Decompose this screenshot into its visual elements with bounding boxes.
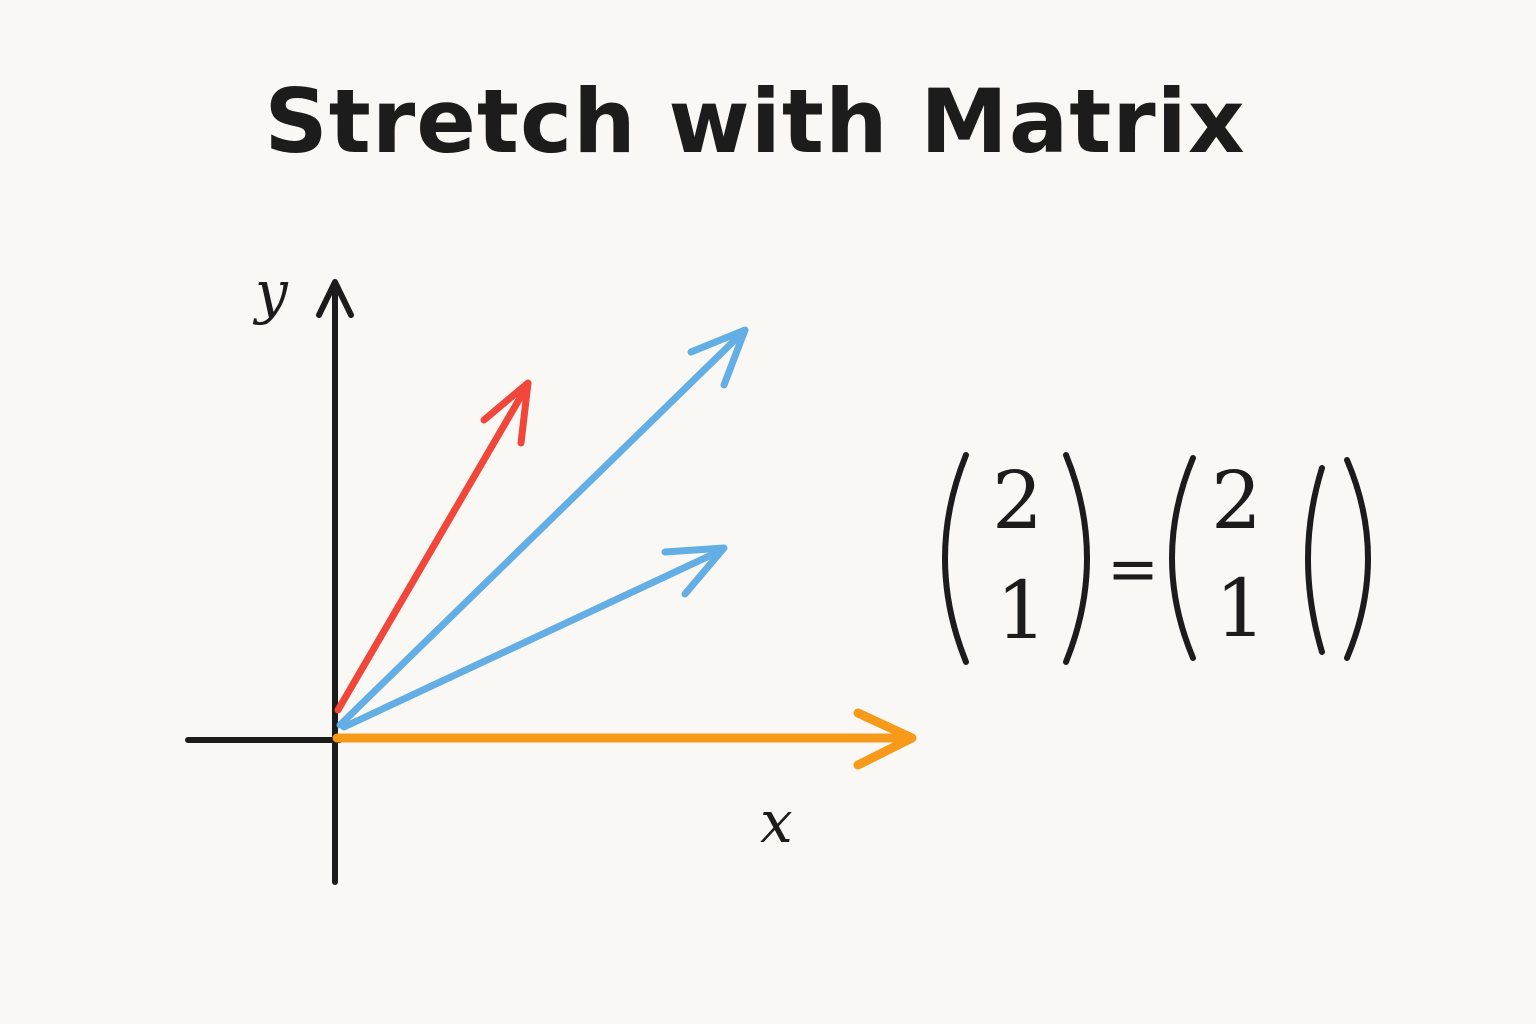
right-vector-bottom: 1 <box>1215 562 1266 655</box>
left-column-vector: 2 1 <box>942 452 1090 665</box>
left-vector-bottom: 1 <box>996 564 1047 657</box>
left-paren <box>1169 455 1196 661</box>
left-vector-top: 2 <box>992 454 1043 547</box>
inner-paren-left <box>1305 465 1325 655</box>
y-axis-arrowhead <box>316 279 354 318</box>
right-paren <box>1063 452 1090 665</box>
y-axis-label: y <box>252 258 289 326</box>
right-column-vector: 2 1 <box>1169 454 1371 661</box>
x-axis-label: x <box>760 788 793 856</box>
page-title: Stretch with Matrix <box>264 70 1246 173</box>
blue-vector-short <box>340 544 728 731</box>
red-vector <box>334 379 532 714</box>
coordinate-axes <box>185 279 354 885</box>
right-paren <box>1344 457 1371 661</box>
right-vector-top: 2 <box>1211 454 1262 547</box>
blue-vector-long <box>336 326 749 729</box>
matrix-equation: 2 1 = 2 1 <box>942 452 1371 665</box>
equals-sign: = <box>1107 532 1159 605</box>
left-paren <box>942 452 969 665</box>
orange-vector <box>332 708 917 770</box>
